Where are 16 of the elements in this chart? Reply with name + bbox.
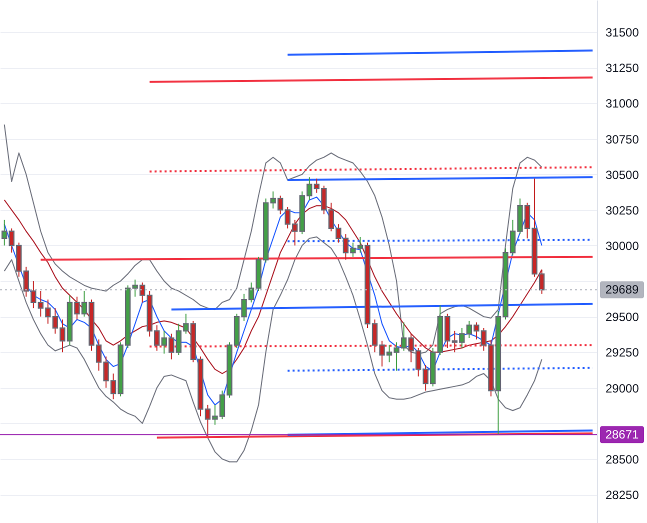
y-tick-label: 31250 bbox=[606, 61, 640, 76]
y-tick-label: 29250 bbox=[606, 346, 640, 360]
y-tick-label: 28500 bbox=[606, 452, 640, 466]
y-tick-label: 28250 bbox=[606, 488, 640, 502]
y-tick-label: 31500 bbox=[606, 26, 640, 40]
ref-line-label: 28671 bbox=[605, 428, 640, 442]
y-tick-label: 30500 bbox=[606, 168, 640, 182]
line-series bbox=[4, 236, 542, 462]
ref-line-label: 29689 bbox=[605, 282, 640, 297]
y-tick-label: 30000 bbox=[606, 238, 640, 253]
y-tick-label: 31000 bbox=[606, 96, 640, 111]
y-tick-label: 29500 bbox=[606, 310, 640, 324]
y-tick-label: 30250 bbox=[606, 203, 640, 218]
y-tick-label: 29000 bbox=[606, 381, 640, 396]
y-tick-label: 30750 bbox=[606, 132, 640, 146]
candlestick bbox=[2, 219, 8, 246]
